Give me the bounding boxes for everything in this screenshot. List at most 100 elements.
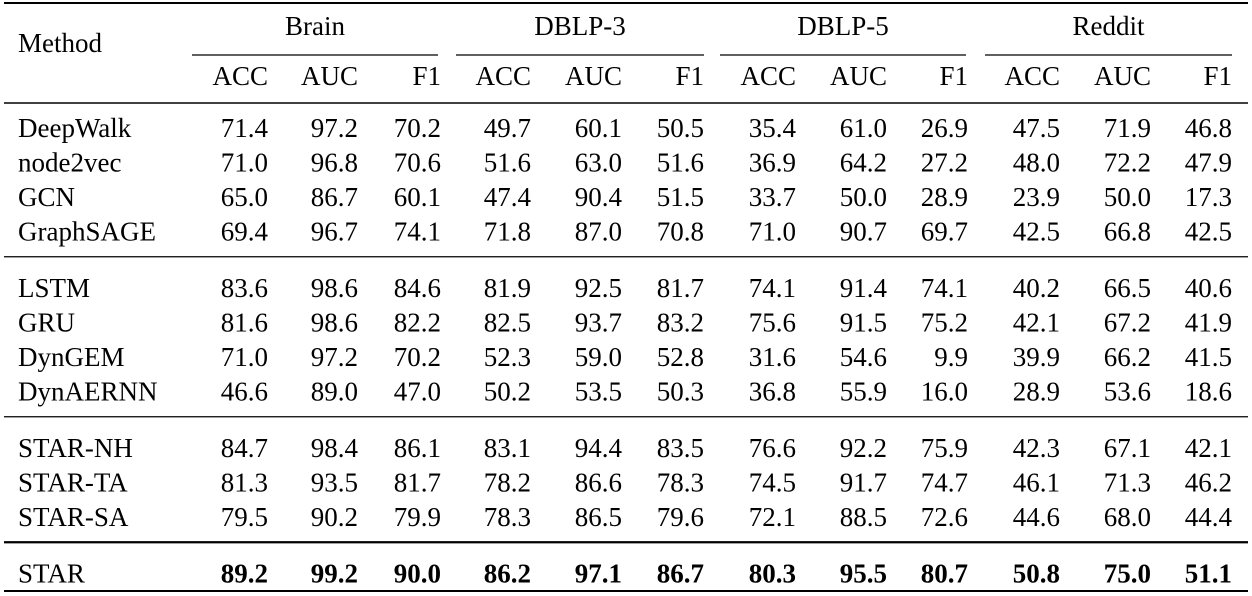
- dataset-header: Brain: [285, 11, 345, 41]
- cell-value: 46.8: [1185, 113, 1232, 143]
- method-name: GCN: [18, 182, 75, 212]
- cell-value: 51.5: [657, 182, 704, 212]
- cell-value: 72.2: [1104, 148, 1151, 178]
- cell-value: 93.5: [311, 468, 358, 498]
- cell-value: 44.6: [1013, 502, 1060, 532]
- cell-value: 52.3: [484, 342, 531, 372]
- cell-value: 75.9: [921, 433, 968, 463]
- cell-value: 81.3: [221, 468, 268, 498]
- cell-value: 33.7: [749, 182, 796, 212]
- cell-value: 71.9: [1104, 113, 1151, 143]
- cell-value: 69.4: [221, 217, 269, 247]
- cell-value: 90.0: [394, 559, 441, 589]
- cell-value: 67.2: [1104, 308, 1151, 338]
- cell-value: 86.5: [575, 502, 622, 532]
- cell-value: 86.7: [311, 182, 358, 212]
- metric-header: AUC: [1094, 61, 1151, 91]
- cell-value: 50.0: [840, 182, 887, 212]
- cell-value: 72.6: [921, 502, 968, 532]
- metric-header: AUC: [301, 61, 358, 91]
- cell-value: 91.5: [840, 308, 887, 338]
- cell-value: 50.5: [657, 113, 704, 143]
- cell-value: 75.2: [921, 308, 968, 338]
- cell-value: 46.6: [221, 377, 268, 407]
- method-name: LSTM: [18, 273, 90, 303]
- cell-value: 78.3: [484, 502, 531, 532]
- cell-value: 46.2: [1185, 468, 1232, 498]
- method-name: DeepWalk: [18, 113, 132, 143]
- cell-value: 71.8: [484, 217, 531, 247]
- method-name: node2vec: [18, 148, 121, 178]
- cell-value: 80.7: [921, 559, 968, 589]
- cell-value: 83.5: [657, 433, 704, 463]
- cell-value: 63.0: [575, 148, 622, 178]
- cell-value: 93.7: [575, 308, 622, 338]
- cell-value: 52.8: [657, 342, 704, 372]
- cell-value: 28.9: [1013, 377, 1060, 407]
- cell-value: 81.9: [484, 273, 531, 303]
- method-name: STAR-SA: [18, 502, 129, 532]
- cell-value: 66.2: [1104, 342, 1151, 372]
- method-name: STAR-TA: [18, 468, 128, 498]
- metric-header: F1: [412, 61, 441, 91]
- cell-value: 17.3: [1185, 182, 1232, 212]
- cell-value: 83.6: [221, 273, 268, 303]
- metric-header: F1: [1203, 61, 1232, 91]
- cell-value: 28.9: [921, 182, 968, 212]
- cell-value: 75.6: [749, 308, 796, 338]
- cell-value: 42.3: [1013, 433, 1060, 463]
- cell-value: 71.3: [1104, 468, 1151, 498]
- cell-value: 90.2: [311, 502, 358, 532]
- cell-value: 74.1: [394, 217, 441, 247]
- cell-value: 60.1: [575, 113, 622, 143]
- cell-value: 50.2: [484, 377, 531, 407]
- cell-value: 83.1: [484, 433, 531, 463]
- dataset-header: DBLP-5: [797, 11, 889, 41]
- cell-value: 55.9: [840, 377, 887, 407]
- cell-value: 70.8: [657, 217, 704, 247]
- cell-value: 74.1: [921, 273, 968, 303]
- cell-value: 75.0: [1104, 559, 1151, 589]
- cell-value: 47.4: [484, 182, 532, 212]
- cell-value: 47.0: [394, 377, 441, 407]
- metric-header: ACC: [740, 61, 796, 91]
- cell-value: 66.5: [1104, 273, 1151, 303]
- cell-value: 79.6: [657, 502, 704, 532]
- cell-value: 48.0: [1013, 148, 1060, 178]
- cell-value: 78.2: [484, 468, 531, 498]
- cell-value: 39.9: [1013, 342, 1060, 372]
- cell-value: 86.1: [394, 433, 441, 463]
- cell-value: 54.6: [840, 342, 887, 372]
- cell-value: 42.1: [1013, 308, 1060, 338]
- cell-value: 27.2: [921, 148, 968, 178]
- cell-value: 84.6: [394, 273, 441, 303]
- cell-value: 31.6: [749, 342, 796, 372]
- cell-value: 82.5: [484, 308, 531, 338]
- cell-value: 82.2: [394, 308, 441, 338]
- cell-value: 41.5: [1185, 342, 1232, 372]
- metric-header: ACC: [475, 61, 531, 91]
- metric-header: F1: [939, 61, 968, 91]
- cell-value: 95.5: [840, 559, 887, 589]
- cell-value: 96.7: [311, 217, 358, 247]
- cell-value: 70.2: [394, 342, 441, 372]
- method-name: STAR-NH: [18, 433, 133, 463]
- cell-value: 96.8: [311, 148, 358, 178]
- cell-value: 98.6: [311, 308, 358, 338]
- cell-value: 87.0: [575, 217, 622, 247]
- cell-value: 53.6: [1104, 377, 1151, 407]
- cell-value: 51.6: [484, 148, 531, 178]
- metric-header: AUC: [565, 61, 622, 91]
- cell-value: 88.5: [840, 502, 887, 532]
- cell-value: 67.1: [1104, 433, 1151, 463]
- cell-value: 35.4: [749, 113, 797, 143]
- cell-value: 97.2: [311, 113, 358, 143]
- cell-value: 79.9: [394, 502, 441, 532]
- cell-value: 69.7: [921, 217, 968, 247]
- cell-value: 92.5: [575, 273, 622, 303]
- cell-value: 94.4: [575, 433, 623, 463]
- cell-value: 91.4: [840, 273, 888, 303]
- cell-value: 81.7: [657, 273, 704, 303]
- cell-value: 44.4: [1185, 502, 1233, 532]
